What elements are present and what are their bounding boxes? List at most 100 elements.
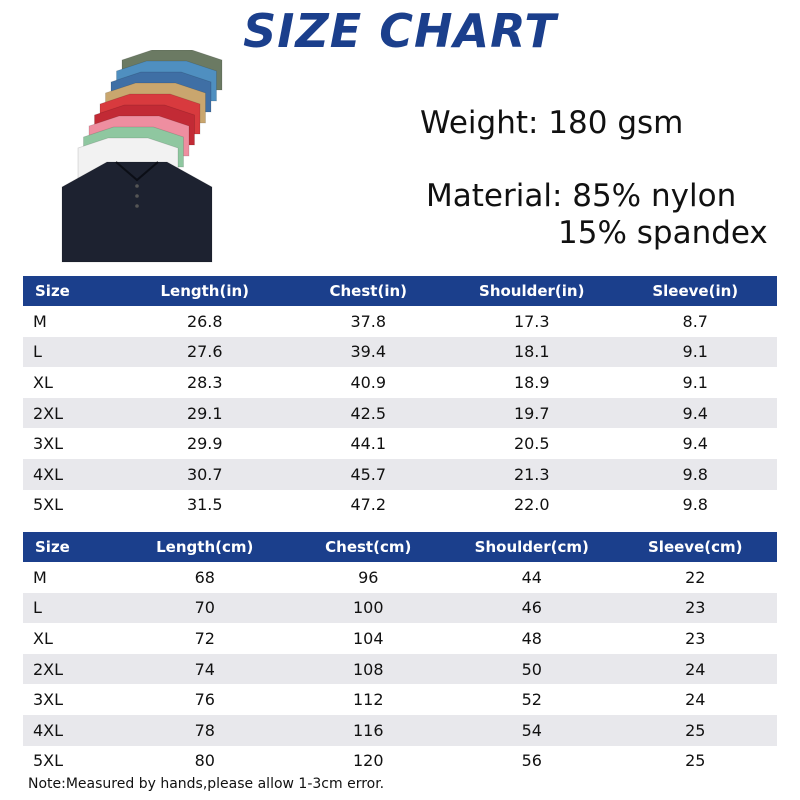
table-cell: 76 — [123, 684, 287, 715]
table-cell: 52 — [450, 684, 614, 715]
table-cell: 40.9 — [286, 367, 450, 398]
table-cell: 39.4 — [286, 336, 450, 368]
table-row: M 68 96 44 22 — [23, 562, 777, 593]
header-length: Length(cm) — [123, 532, 287, 562]
table-row: L 70 100 46 23 — [23, 592, 777, 624]
table-cell: 46 — [450, 592, 614, 624]
table-header-row: Size Length(cm) Chest(cm) Shoulder(cm) S… — [23, 532, 777, 562]
measurement-note: Note:Measured by hands,please allow 1-3c… — [28, 776, 385, 792]
material-spec-line2: 15% spandex — [558, 215, 768, 251]
table-cell: 116 — [286, 714, 450, 746]
header-chest: Chest(in) — [286, 276, 450, 306]
table-row: 2XL 29.1 42.5 19.7 9.4 — [23, 397, 777, 429]
table-row: 3XL 29.9 44.1 20.5 9.4 — [23, 428, 777, 459]
table-cell: 9.1 — [613, 336, 777, 368]
table-cell: 8.7 — [613, 306, 777, 337]
table-cell: 24 — [613, 653, 777, 685]
table-row: 4XL 30.7 45.7 21.3 9.8 — [23, 458, 777, 490]
header-shoulder: Shoulder(cm) — [450, 532, 614, 562]
table-cell: 4XL — [23, 458, 123, 490]
table-cell: 120 — [286, 745, 450, 777]
table-cell: 45.7 — [286, 458, 450, 490]
table-cell: 30.7 — [123, 458, 287, 490]
table-row: 2XL 74 108 50 24 — [23, 653, 777, 685]
table-cell: 44.1 — [286, 428, 450, 459]
header-sleeve: Sleeve(in) — [613, 276, 777, 306]
table-cell: 56 — [450, 745, 614, 777]
table-cell: 4XL — [23, 714, 123, 746]
page-title: SIZE CHART — [243, 4, 557, 58]
table-cell: 9.4 — [613, 428, 777, 459]
material-spec-line1: Material: 85% nylon — [426, 178, 737, 214]
table-header-row: Size Length(in) Chest(in) Shoulder(in) S… — [23, 276, 777, 306]
table-cell: 22.0 — [450, 489, 614, 521]
table-cell: L — [23, 592, 123, 624]
table-cell: M — [23, 562, 123, 593]
table-row: 3XL 76 112 52 24 — [23, 684, 777, 715]
header-size: Size — [23, 276, 123, 306]
shirt-button — [135, 194, 139, 198]
table-cell: 18.9 — [450, 367, 614, 398]
table-cell: 19.7 — [450, 397, 614, 429]
table-cell: M — [23, 306, 123, 337]
table-cell: XL — [23, 623, 123, 654]
table-cell: 74 — [123, 653, 287, 685]
table-cell: 3XL — [23, 428, 123, 459]
table-cell: 21.3 — [450, 458, 614, 490]
header-chest: Chest(cm) — [286, 532, 450, 562]
table-cell: 25 — [613, 714, 777, 746]
table-cell: 3XL — [23, 684, 123, 715]
table-cell: 24 — [613, 684, 777, 715]
header-size: Size — [23, 532, 123, 562]
table-cell: 112 — [286, 684, 450, 715]
table-cell: 22 — [613, 562, 777, 593]
table-cell: 29.1 — [123, 397, 287, 429]
table-cell: 27.6 — [123, 336, 287, 368]
size-table-cm: Size Length(cm) Chest(cm) Shoulder(cm) S… — [23, 532, 777, 777]
table-row: 4XL 78 116 54 25 — [23, 714, 777, 746]
table-cell: 68 — [123, 562, 287, 593]
table-cell: 5XL — [23, 489, 123, 521]
table-cell: 9.8 — [613, 458, 777, 490]
stacked-shirts-image — [61, 50, 223, 263]
table-cell: 104 — [286, 623, 450, 654]
table-cell: 108 — [286, 653, 450, 685]
table-cell: 50 — [450, 653, 614, 685]
table-cell: 28.3 — [123, 367, 287, 398]
shirt-collar — [115, 161, 159, 182]
size-table-inches: Size Length(in) Chest(in) Shoulder(in) S… — [23, 276, 777, 521]
table-cell: 70 — [123, 592, 287, 624]
table-cell: 17.3 — [450, 306, 614, 337]
table-cell: 72 — [123, 623, 287, 654]
shirt-button — [135, 184, 139, 188]
table-cell: 80 — [123, 745, 287, 777]
table-cell: 9.1 — [613, 367, 777, 398]
table-cell: 48 — [450, 623, 614, 654]
header-length: Length(in) — [123, 276, 287, 306]
table-cell: 42.5 — [286, 397, 450, 429]
table-cell: 9.8 — [613, 489, 777, 521]
table-cell: 23 — [613, 623, 777, 654]
table-cell: L — [23, 336, 123, 368]
weight-spec: Weight: 180 gsm — [420, 105, 684, 141]
table-row: L 27.6 39.4 18.1 9.1 — [23, 336, 777, 368]
table-cell: 37.8 — [286, 306, 450, 337]
table-cell: 2XL — [23, 653, 123, 685]
table-cell: 31.5 — [123, 489, 287, 521]
table-row: 5XL 80 120 56 25 — [23, 745, 777, 777]
table-cell: 100 — [286, 592, 450, 624]
table-cell: 78 — [123, 714, 287, 746]
table-row: M 26.8 37.8 17.3 8.7 — [23, 306, 777, 337]
table-row: XL 28.3 40.9 18.9 9.1 — [23, 367, 777, 398]
table-cell: 20.5 — [450, 428, 614, 459]
table-cell: 25 — [613, 745, 777, 777]
shirt-button — [135, 204, 139, 208]
table-row: XL 72 104 48 23 — [23, 623, 777, 654]
table-cell: 26.8 — [123, 306, 287, 337]
table-cell: 5XL — [23, 745, 123, 777]
table-cell: 18.1 — [450, 336, 614, 368]
table-cell: 29.9 — [123, 428, 287, 459]
polo-shirt-shape — [61, 161, 213, 263]
table-cell: XL — [23, 367, 123, 398]
table-row: 5XL 31.5 47.2 22.0 9.8 — [23, 489, 777, 521]
